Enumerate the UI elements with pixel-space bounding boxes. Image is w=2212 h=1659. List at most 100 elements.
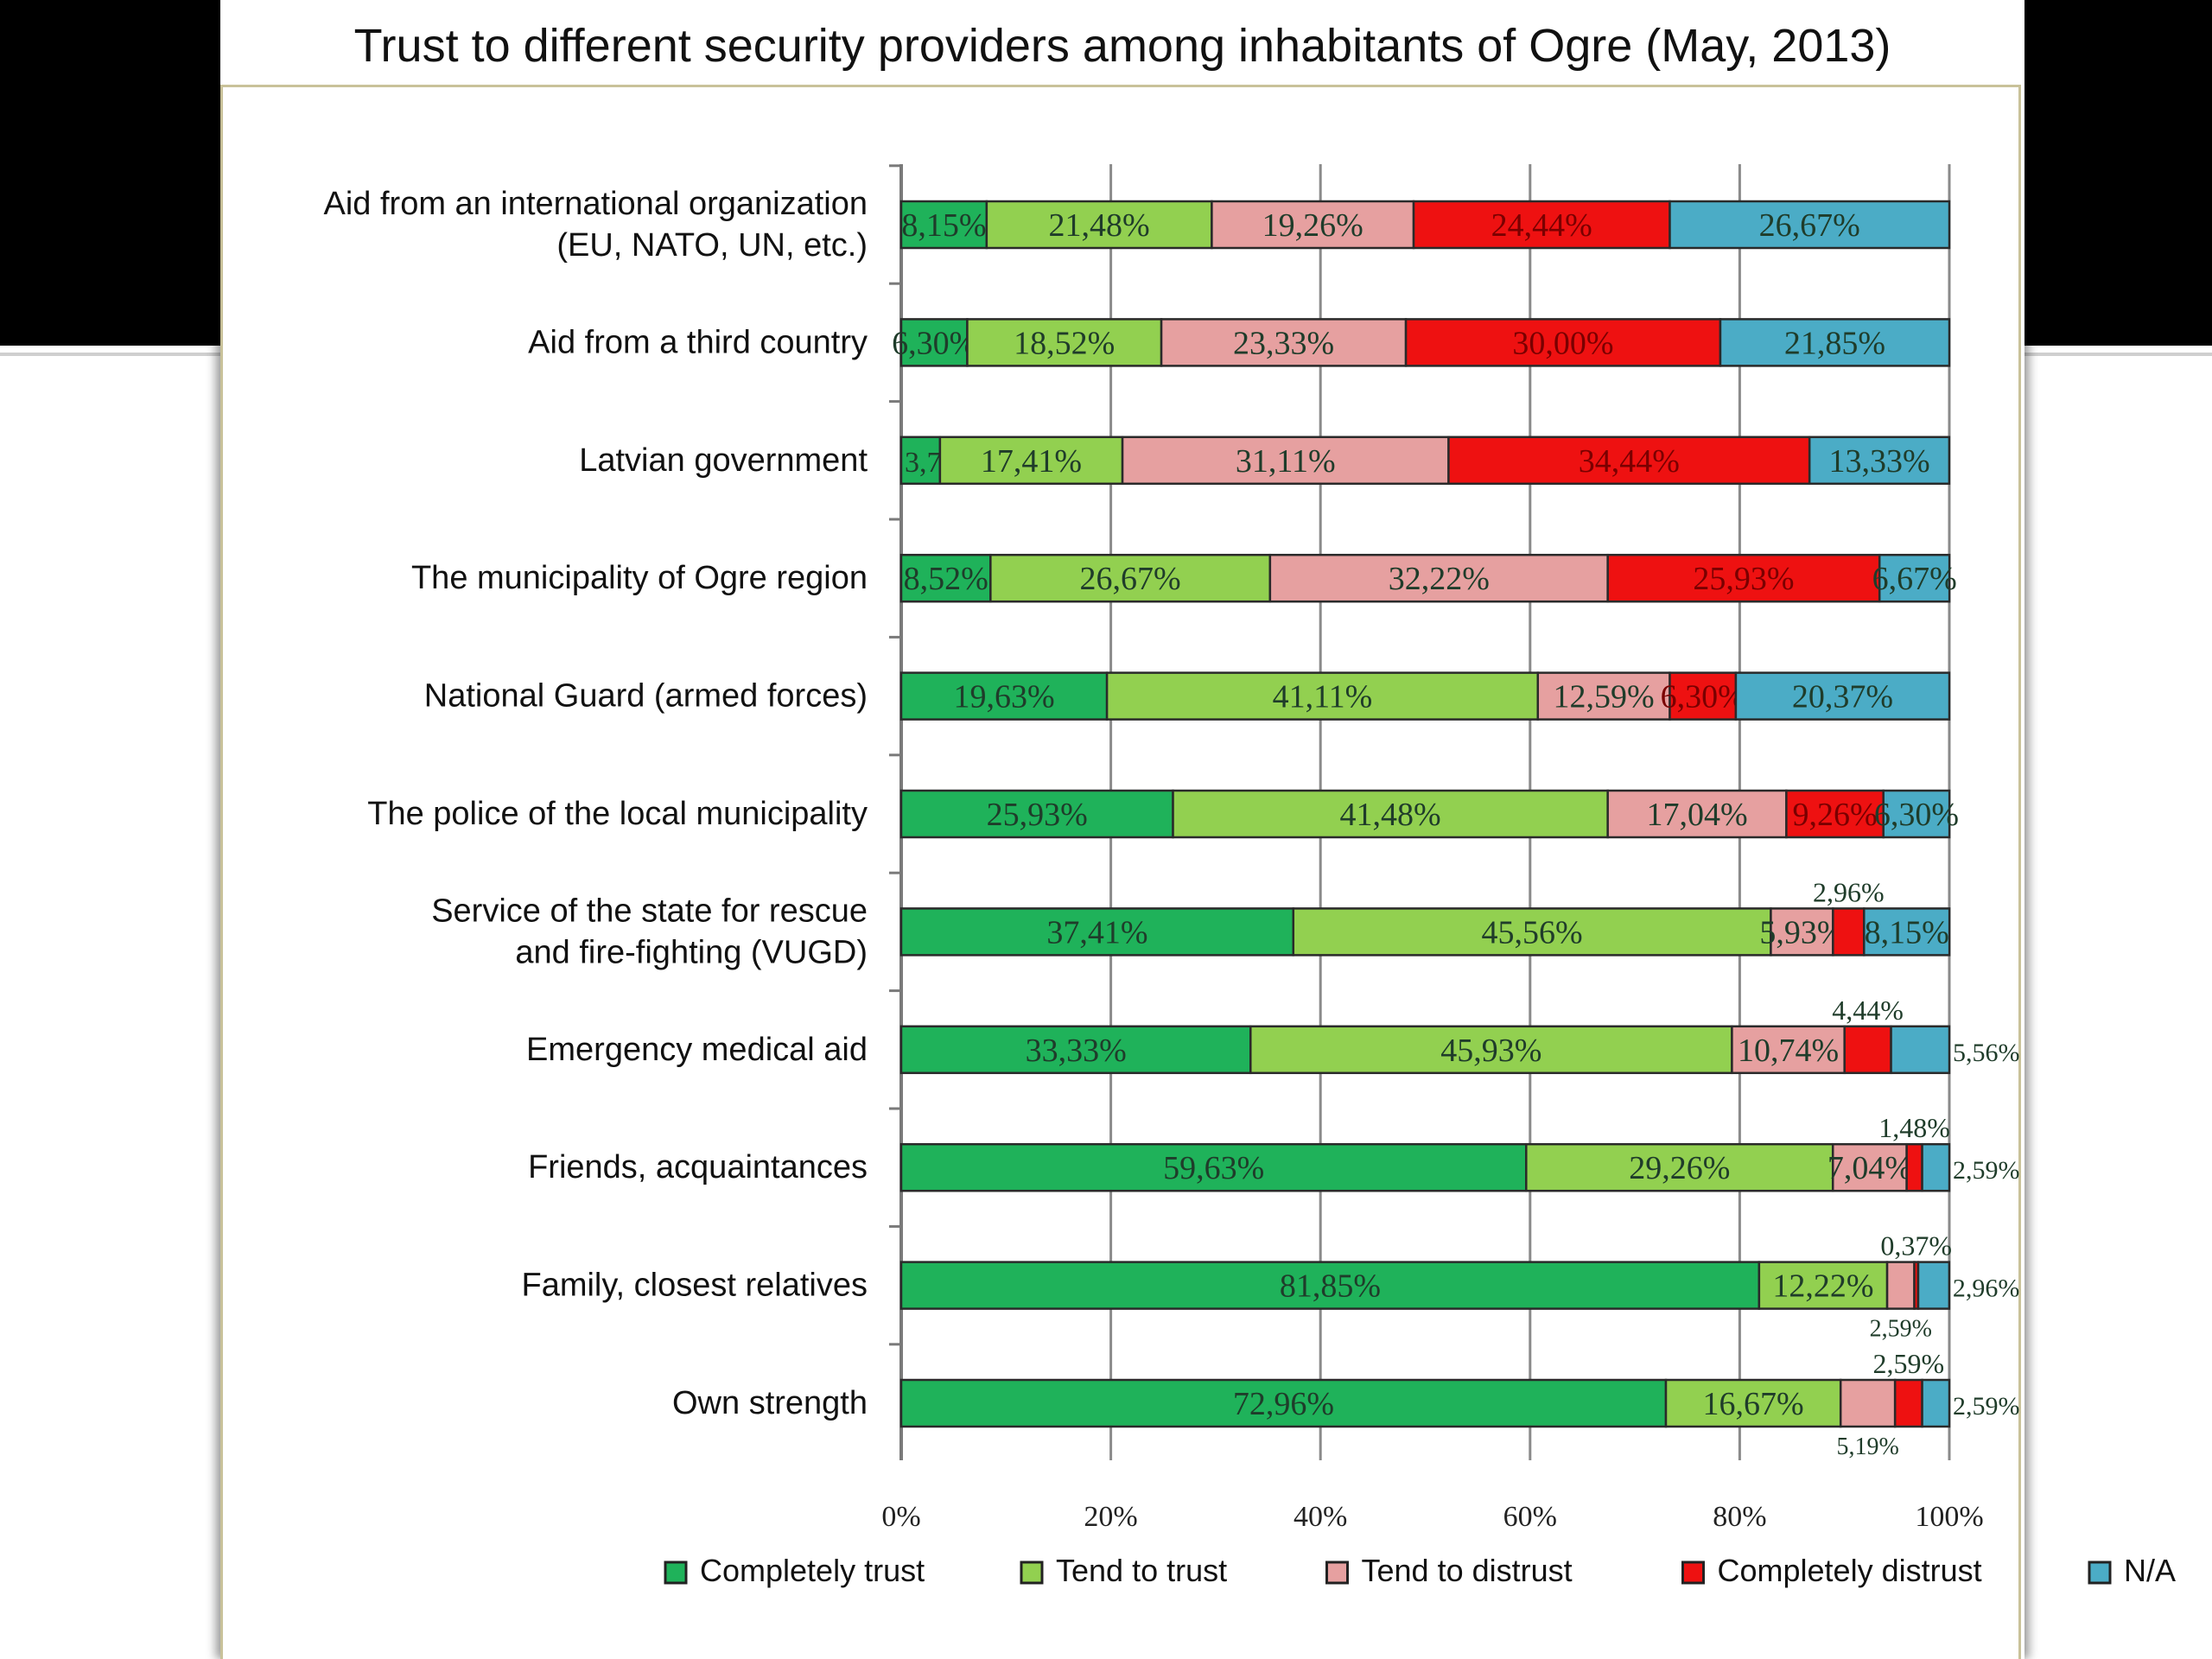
bar-segment-completely-distrust xyxy=(1893,1378,1923,1428)
data-label: 2,59% xyxy=(1953,1156,2020,1185)
data-label: 21,48% xyxy=(1049,207,1150,244)
bar-segment-completely-distrust xyxy=(1412,200,1671,250)
data-label: 9,26% xyxy=(1792,797,1877,833)
background-left xyxy=(0,0,220,346)
data-label: 81,85% xyxy=(1280,1268,1381,1305)
data-label: 16,67% xyxy=(1703,1386,1804,1422)
bar-segment-tend-to-distrust xyxy=(1536,671,1671,721)
data-label: 6,67% xyxy=(1872,561,1957,597)
data-label: 2,59% xyxy=(1870,1316,1932,1343)
data-label: 32,22% xyxy=(1389,561,1490,597)
data-label: 29,26% xyxy=(1629,1150,1730,1186)
category-label: and fire-fighting (VUGD) xyxy=(515,934,868,970)
category-label: The municipality of Ogre region xyxy=(411,560,868,596)
data-label: 12,59% xyxy=(1554,679,1655,715)
bar-segment-n-a xyxy=(1863,907,1951,957)
data-label: 17,41% xyxy=(981,443,1082,480)
bar-segment-completely-distrust xyxy=(1905,1142,1923,1192)
category-label: Friends, acquaintances xyxy=(528,1149,868,1185)
bar-segment-tend-to-distrust xyxy=(1770,907,1834,957)
bar-segment-n-a xyxy=(1921,1142,1951,1192)
bar-segment-n-a xyxy=(1882,789,1951,839)
legend-entry: N/A xyxy=(2124,1553,2176,1588)
data-label: 12,22% xyxy=(1772,1268,1873,1305)
data-label: 41,11% xyxy=(1273,679,1373,715)
chart-title: Trust to different security providers am… xyxy=(353,20,1891,72)
bar-segment-tend-to-distrust xyxy=(1731,1025,1846,1075)
data-label: 25,93% xyxy=(1693,561,1794,597)
legend-entry: Tend to distrust xyxy=(1362,1553,1573,1588)
data-label: 34,44% xyxy=(1579,443,1680,480)
data-label: 26,67% xyxy=(1080,561,1181,597)
bar-segment-completely-trust xyxy=(899,1142,1528,1192)
bar-segment-tend-to-distrust xyxy=(1121,435,1450,486)
bar-segment-n-a xyxy=(1808,435,1951,486)
category-label: Emergency medical aid xyxy=(526,1032,868,1068)
bar-segment-n-a xyxy=(1719,318,1951,367)
bar-segment-completely-trust xyxy=(899,318,969,367)
data-label: 5,93% xyxy=(1759,914,1844,950)
bar-segment-tend-to-distrust xyxy=(1160,318,1408,367)
data-label: 30,00% xyxy=(1512,325,1613,361)
category-label: Family, closest relatives xyxy=(521,1268,868,1304)
x-tick-label: 80% xyxy=(1713,1501,1766,1533)
data-label: 72,96% xyxy=(1233,1386,1334,1422)
data-label: 19,63% xyxy=(953,679,1054,715)
category-label: Latvian government xyxy=(579,442,868,479)
bar-segment-completely-distrust xyxy=(1404,318,1722,367)
bar-segment-completely-distrust xyxy=(1843,1025,1892,1075)
bar-segment-n-a xyxy=(1890,1025,1951,1075)
data-label: 7,04% xyxy=(1827,1150,1912,1186)
bar-segment-tend-to-trust xyxy=(1292,907,1772,957)
bar-segment-n-a xyxy=(1878,553,1951,603)
bar-segment-completely-trust xyxy=(899,907,1295,957)
legend-swatch xyxy=(1681,1560,1705,1585)
divider-left xyxy=(0,353,220,356)
bar-segment-tend-to-distrust xyxy=(1831,1142,1908,1192)
data-label: 1,48% xyxy=(1878,1112,1950,1143)
data-label: 2,96% xyxy=(1813,876,1885,907)
data-label: 45,93% xyxy=(1440,1033,1541,1069)
bar-segment-completely-distrust xyxy=(1832,907,1866,957)
legend-swatch xyxy=(2088,1560,2112,1585)
data-label: 10,74% xyxy=(1738,1033,1839,1069)
data-label: 8,15% xyxy=(1865,914,1949,950)
legend-swatch xyxy=(664,1560,688,1585)
data-label: 45,56% xyxy=(1482,914,1583,950)
data-label: 18,52% xyxy=(1014,325,1115,361)
data-label: 8,52% xyxy=(904,561,988,597)
data-label: 2,59% xyxy=(1953,1392,2020,1421)
bar-segment-tend-to-distrust xyxy=(1839,1378,1897,1428)
data-label: 23,33% xyxy=(1233,325,1334,361)
bar-segment-tend-to-trust xyxy=(938,435,1124,486)
data-label: 2,59% xyxy=(1873,1348,1945,1379)
data-label: 0,37% xyxy=(1880,1230,1952,1262)
data-label: 31,11% xyxy=(1236,443,1336,480)
data-label: 4,44% xyxy=(1832,995,1904,1026)
x-tick-label: 20% xyxy=(1084,1501,1137,1533)
bar-segment-tend-to-trust xyxy=(985,200,1213,250)
data-label: 6,30% xyxy=(892,325,976,361)
data-label: 20,37% xyxy=(1792,679,1893,715)
legend-swatch xyxy=(1020,1560,1044,1585)
bar-segment-completely-trust xyxy=(899,435,942,486)
bar-segment-completely-trust xyxy=(899,200,988,250)
data-label: 19,26% xyxy=(1262,207,1363,244)
category-label: Service of the state for rescue xyxy=(431,893,868,929)
bar-segment-tend-to-distrust xyxy=(1606,789,1788,839)
bar-segment-tend-to-distrust xyxy=(1268,553,1609,603)
category-label: The police of the local municipality xyxy=(367,796,868,832)
bar-segment-completely-trust xyxy=(899,1378,1668,1428)
legend-entry: Completely distrust xyxy=(1718,1553,1982,1588)
legend-entry: Tend to trust xyxy=(1056,1553,1227,1588)
category-label: Aid from a third country xyxy=(528,324,868,360)
category-label: Own strength xyxy=(672,1385,868,1421)
data-label: 2,96% xyxy=(1953,1274,2020,1303)
data-label: 6,30% xyxy=(1874,797,1959,833)
category-label: (EU, NATO, UN, etc.) xyxy=(556,227,868,264)
data-label: 6,30% xyxy=(1661,679,1745,715)
data-label: 25,93% xyxy=(987,797,1088,833)
category-label: Aid from an international organization xyxy=(324,186,868,222)
data-label: 21,85% xyxy=(1784,325,1885,361)
